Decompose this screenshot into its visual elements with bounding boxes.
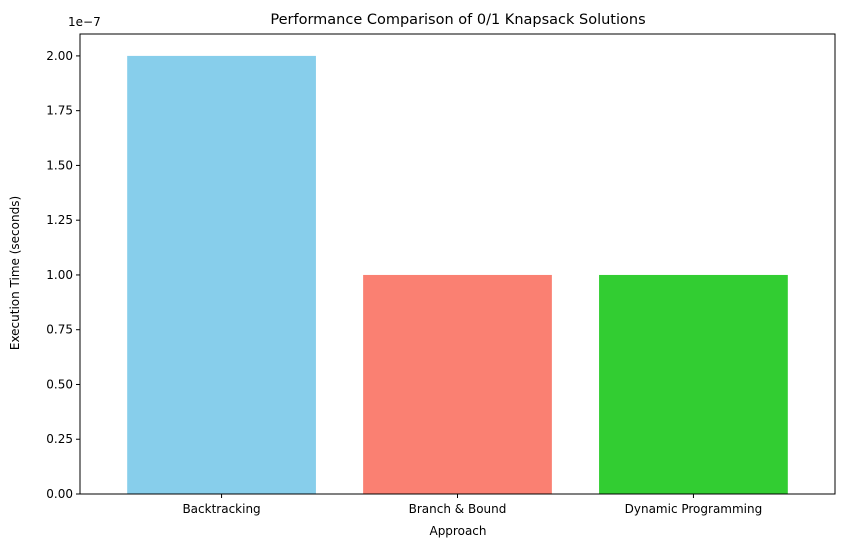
y-axis-label: Execution Time (seconds) — [8, 196, 22, 350]
y-tick-label: 0.75 — [46, 323, 73, 337]
y-tick-label: 0.00 — [46, 487, 73, 501]
y-tick-label: 1.50 — [46, 158, 73, 172]
plot-frame — [79, 33, 836, 495]
x-ticks-group: Backtracking Branch & Bound Dynamic Progra… — [182, 494, 762, 516]
x-tick-label: Branch & Bound — [409, 502, 507, 516]
bar-branch-bound — [363, 274, 552, 494]
y-ticks-group: 0.00 0.25 0.50 0.75 1.00 1.25 1.50 1.75 2.00 — [46, 49, 80, 501]
bar-dynamic-programming — [599, 274, 788, 494]
y-tick-label: 1.00 — [46, 268, 73, 282]
x-tick-label: Dynamic Programming — [625, 502, 763, 516]
chart-title: Performance Comparison of 0/1 Knapsack S… — [270, 12, 645, 28]
y-tick-label: 0.50 — [46, 377, 73, 391]
bars-group — [127, 55, 788, 495]
y-tick-label: 1.75 — [46, 104, 73, 118]
y-scale-label: 1e−7 — [68, 15, 101, 29]
x-tick-label: Backtracking — [182, 502, 260, 516]
y-tick-label: 1.25 — [46, 213, 73, 227]
bar-backtracking — [127, 55, 316, 495]
y-tick-label: 0.25 — [46, 432, 73, 446]
x-axis-label: Approach — [429, 524, 486, 538]
y-tick-label: 2.00 — [46, 49, 73, 63]
